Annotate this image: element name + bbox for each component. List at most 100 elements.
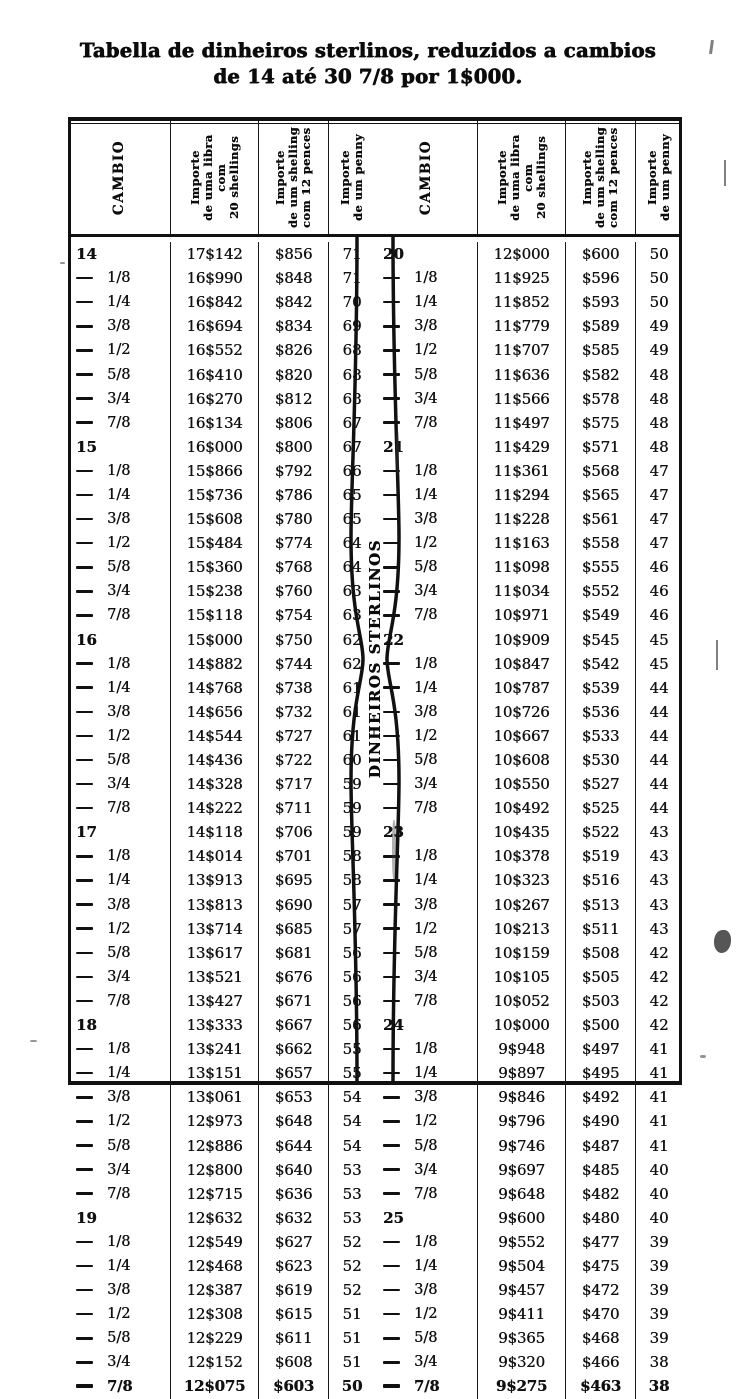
table-row: 3/4 9$320 $466 38 <box>375 1350 682 1375</box>
cell-cambio: 7/8 <box>68 603 171 628</box>
title-line-2: de 14 até 30 7/8 por 1$000. <box>213 65 523 88</box>
ditto-dash-icon <box>76 951 93 955</box>
cambio-fraction-group: 1/4 <box>381 487 437 503</box>
cambio-fraction-value: 3/4 <box>414 390 438 407</box>
ditto-dash-icon <box>383 734 400 738</box>
cambio-fraction-value: 3/8 <box>414 1282 438 1299</box>
cell-cambio: 3/4 <box>375 1350 478 1375</box>
ditto-dash-icon <box>383 1144 400 1147</box>
cell-shelling: $533 <box>566 723 636 748</box>
cambio-fraction-group: 7/8 <box>74 415 130 431</box>
cell-cambio: 1/8 <box>375 458 478 483</box>
ditto-dash-icon <box>76 1240 93 1244</box>
cell-penny: 38 <box>649 1353 669 1372</box>
table-row: 3/4 12$800 $640 53 <box>68 1157 375 1182</box>
cell-libra: 16$552 <box>171 338 259 363</box>
cambio-fraction-value: 7/8 <box>414 1185 438 1202</box>
ditto-dash-icon <box>76 1168 93 1171</box>
ditto-dash-icon <box>383 1240 400 1244</box>
cell-libra: 11$779 <box>478 314 566 339</box>
cell-cambio: 1/8 <box>68 266 171 291</box>
cambio-fraction-group: 3/8 <box>74 704 130 720</box>
table-row: 7/8 10$052 $503 42 <box>375 988 682 1013</box>
ditto-dash-icon <box>383 686 400 689</box>
cambio-fraction-group: 7/8 <box>381 1186 437 1202</box>
ditto-dash-icon <box>383 517 400 521</box>
cell-cambio: 3/8 <box>375 507 478 532</box>
cambio-whole-value: 24 <box>383 1016 404 1035</box>
ditto-dash-icon <box>383 927 400 930</box>
cell-libra: 9$600 <box>478 1205 566 1230</box>
cell-cambio: 22 <box>375 627 478 652</box>
cell-shelling: $644 <box>259 1133 329 1158</box>
cambio-fraction-group: 1/4 <box>74 1065 130 1081</box>
cell-penny: 58 <box>342 871 362 890</box>
cell-libra: 9$846 <box>478 1085 566 1110</box>
cambio-fraction-group: 3/4 <box>74 391 130 407</box>
cambio-fraction-group: 5/8 <box>381 945 437 961</box>
cambio-fraction-value: 7/8 <box>107 992 131 1009</box>
table-row: 20 12$000 $600 50 <box>375 242 682 267</box>
header-cell-cambio-left: CAMBIO <box>68 121 171 234</box>
cambio-fraction-group: 1/8 <box>74 270 130 286</box>
cell-libra: 16$134 <box>171 410 259 435</box>
cell-penny: 50 <box>341 1377 363 1396</box>
cell-cambio: 7/8 <box>375 1181 478 1206</box>
cambio-fraction-group: 7/8 <box>74 1378 132 1395</box>
cell-penny: 44 <box>649 726 669 745</box>
cell-libra: 9$275 <box>478 1374 566 1399</box>
cambio-fraction-value: 3/4 <box>107 776 131 793</box>
cell-libra: 10$052 <box>478 988 566 1013</box>
cell-cambio: 1/8 <box>68 844 171 869</box>
ditto-dash-icon <box>383 879 400 882</box>
table-bottom-rule <box>68 1081 682 1085</box>
ditto-dash-icon <box>383 710 400 714</box>
ditto-dash-icon <box>383 1071 400 1075</box>
header-cell-shelling-right: Importe de um shelling com 12 pences <box>566 121 636 234</box>
cell-libra: 9$746 <box>478 1133 566 1158</box>
cell-cambio: 7/8 <box>68 1181 171 1206</box>
header-label-shelling: Importe de um shelling com 12 pences <box>273 126 313 229</box>
cambio-fraction-value: 1/8 <box>107 462 131 479</box>
table-row: 1/8 9$552 $477 39 <box>375 1229 682 1254</box>
cell-shelling: $485 <box>566 1157 636 1182</box>
cambio-fraction-value: 1/4 <box>414 486 438 503</box>
cell-libra: 15$360 <box>171 555 259 580</box>
ditto-dash-icon <box>76 517 93 521</box>
table-header-row: CAMBIO Importe de uma libra com 20 shell… <box>68 121 682 234</box>
cell-cambio: 1/8 <box>375 1037 478 1062</box>
cell-shelling: $519 <box>566 844 636 869</box>
header-cell-libra-left: Importe de uma libra com 20 shellings <box>171 121 259 234</box>
table-row: 3/8 15$608 $780 65 <box>68 507 375 532</box>
cell-shelling: $516 <box>566 868 636 893</box>
cell-libra: 15$000 <box>171 627 259 652</box>
cambio-whole-value: 15 <box>76 437 97 456</box>
ditto-dash-icon <box>76 662 93 665</box>
cambio-fraction-value: 7/8 <box>414 414 438 431</box>
table-row: 7/8 16$134 $806 67 <box>68 410 375 435</box>
cell-cambio: 19 <box>68 1205 171 1230</box>
cell-shelling: $701 <box>259 844 329 869</box>
cell-cambio: 5/8 <box>68 362 171 387</box>
table-rows-right: 20 12$000 $600 50 1/8 11$925 $596 50 1/4 11$852 $5… <box>375 237 682 1399</box>
cambio-fraction-value: 5/8 <box>414 1137 438 1154</box>
cambio-fraction-value: 1/4 <box>414 294 438 311</box>
cell-libra: 12$229 <box>171 1326 259 1351</box>
paper-speck <box>396 430 399 475</box>
table-top-rule <box>68 117 682 121</box>
cell-cambio: 1/4 <box>68 1061 171 1086</box>
table-row: 1/4 15$736 $786 65 <box>68 482 375 508</box>
cell-cambio: 1/8 <box>375 651 478 676</box>
cell-penny: 41 <box>649 1112 669 1131</box>
cell-libra: 11$636 <box>478 362 566 387</box>
cell-shelling: $662 <box>259 1037 329 1062</box>
cambio-fraction-value: 5/8 <box>414 752 438 769</box>
cell-libra: 11$163 <box>478 531 566 556</box>
ditto-dash-icon <box>383 1361 400 1364</box>
cell-cambio: 1/4 <box>375 1061 478 1086</box>
ditto-dash-icon <box>383 300 400 304</box>
cambio-fraction-group: 7/8 <box>381 800 437 816</box>
cambio-fraction-value: 1/4 <box>107 679 131 696</box>
cambio-fraction-group: 1/2 <box>74 1113 130 1129</box>
cell-penny: 59 <box>342 823 362 842</box>
